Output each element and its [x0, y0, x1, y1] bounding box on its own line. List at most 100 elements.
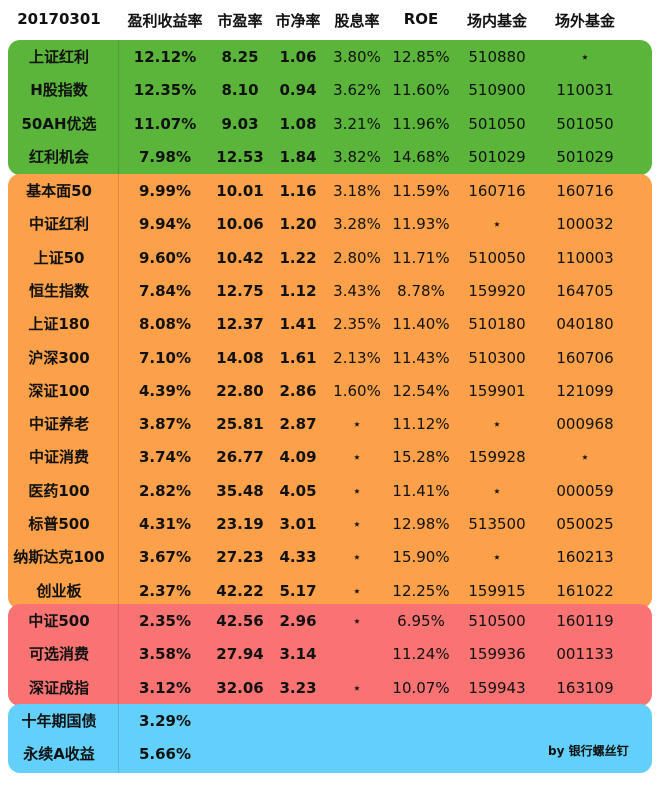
offsite-fund: ⋆: [580, 48, 590, 66]
dividend-value: ⋆: [352, 515, 362, 533]
earnings-yield: 3.29%: [138, 712, 192, 730]
dividend-value: ⋆: [352, 612, 362, 630]
onsite-fund: 159936: [468, 645, 526, 664]
dividend-value: 3.82%: [333, 147, 381, 166]
index-name: 标普500: [28, 515, 90, 533]
col-earnings-yield: 盈利收益率: [127, 12, 203, 30]
dividend-value: 3.28%: [333, 215, 381, 234]
table-row: 创业板 2.37% 42.22 5.17 ⋆ 12.25% 159915 161022: [8, 575, 652, 608]
roe-value: 12.25%: [392, 581, 450, 600]
pe-value: 27.94: [216, 645, 264, 664]
index-name: H股指数: [30, 81, 88, 100]
index-name: 上证50: [33, 248, 85, 267]
earnings-yield: 9.99%: [138, 182, 192, 200]
onsite-fund: 510900: [468, 81, 526, 100]
dividend-value: ⋆: [352, 548, 362, 567]
column-divider: [118, 704, 119, 773]
col-offsite-fund: 场外基金: [554, 12, 616, 30]
table-row: 标普500 4.31% 23.19 3.01 ⋆ 12.98% 513500 050025: [8, 508, 652, 541]
onsite-fund: 159901: [468, 381, 526, 400]
index-name: 深证成指: [28, 678, 90, 697]
pe-value: 42.22: [216, 581, 264, 600]
pe-value: 26.77: [216, 448, 264, 467]
pb-value: 1.22: [279, 248, 317, 267]
onsite-fund: 159920: [468, 281, 526, 300]
roe-value: 12.98%: [392, 515, 450, 533]
pe-value: 9.03: [221, 114, 259, 133]
pb-value: 3.23: [279, 678, 317, 697]
pb-value: 4.09: [279, 448, 317, 467]
dividend-value: 2.80%: [333, 248, 381, 267]
offsite-fund: 161022: [556, 581, 614, 600]
dividend-value: ⋆: [352, 481, 362, 500]
offsite-fund: 163109: [556, 678, 614, 697]
roe-value: 11.40%: [392, 315, 450, 334]
offsite-fund: 110003: [556, 248, 614, 267]
offsite-fund: 160119: [556, 612, 614, 630]
onsite-fund: 510500: [468, 612, 526, 630]
pe-value: 25.81: [216, 415, 264, 434]
group-block-3: 中证500 2.35% 42.56 2.96 ⋆ 6.95% 510500 160119 可选消…: [8, 604, 652, 706]
offsite-fund: 160716: [556, 182, 614, 200]
earnings-yield: 7.98%: [138, 147, 192, 166]
roe-value: 11.43%: [392, 348, 450, 367]
dividend-value: 3.80%: [333, 48, 381, 66]
pe-value: 42.56: [216, 612, 264, 630]
pe-value: 10.01: [216, 182, 264, 200]
roe-value: 8.78%: [397, 281, 445, 300]
pe-value: 35.48: [216, 481, 264, 500]
author-signature: by 银行螺丝钉: [548, 744, 629, 758]
offsite-fund: 040180: [556, 315, 614, 334]
pb-value: 4.05: [279, 481, 317, 500]
onsite-fund: 159928: [468, 448, 526, 467]
earnings-yield: 12.35%: [133, 81, 197, 100]
index-name: 恒生指数: [28, 281, 90, 300]
roe-value: 6.95%: [397, 612, 445, 630]
index-name: 基本面50: [26, 182, 92, 200]
onsite-fund: 501050: [468, 114, 526, 133]
pb-value: 1.16: [279, 182, 317, 200]
earnings-yield: 2.35%: [138, 612, 192, 630]
pb-value: 2.86: [279, 381, 317, 400]
earnings-yield: 3.74%: [138, 448, 192, 467]
group-block-1: 上证红利 12.12% 8.25 1.06 3.80% 12.85% 510880 ⋆ H股指数…: [8, 40, 652, 176]
offsite-fund: 501050: [556, 114, 614, 133]
dividend-value: ⋆: [352, 415, 362, 434]
table-row: 基本面50 9.99% 10.01 1.16 3.18% 11.59% 160716 1607…: [8, 175, 652, 208]
earnings-yield: 7.84%: [138, 281, 192, 300]
offsite-fund: 501029: [556, 147, 614, 166]
pb-value: 1.08: [279, 114, 317, 133]
dividend-value: ⋆: [352, 678, 362, 697]
table-row: 沪深300 7.10% 14.08 1.61 2.13% 11.43% 510300 1607…: [8, 342, 652, 375]
earnings-yield: 9.94%: [138, 215, 192, 234]
offsite-fund: 000968: [556, 415, 614, 434]
table-row: 永续A收益 5.66%: [8, 738, 652, 771]
pb-value: 4.33: [279, 548, 317, 567]
roe-value: 14.68%: [392, 147, 450, 166]
index-name: 中证养老: [28, 415, 90, 434]
pe-value: 12.75: [216, 281, 264, 300]
earnings-yield: 5.66%: [138, 745, 192, 764]
dividend-value: 1.60%: [333, 381, 381, 400]
index-name: 红利机会: [28, 147, 90, 166]
earnings-yield: 8.08%: [138, 315, 192, 334]
earnings-yield: 4.31%: [138, 515, 192, 533]
pb-value: 2.87: [279, 415, 317, 434]
index-name: 上证红利: [28, 48, 90, 66]
table-row: 医药100 2.82% 35.48 4.05 ⋆ 11.41% ⋆ 000059: [8, 475, 652, 508]
onsite-fund: 510880: [468, 48, 526, 66]
earnings-yield: 2.37%: [138, 581, 192, 600]
col-pb: 市净率: [275, 12, 321, 30]
onsite-fund: 159943: [468, 678, 526, 697]
column-divider: [118, 604, 119, 706]
index-name: 50AH优选: [21, 114, 97, 133]
offsite-fund: 110031: [556, 81, 614, 100]
earnings-yield: 4.39%: [138, 381, 192, 400]
table-row: 恒生指数 7.84% 12.75 1.12 3.43% 8.78% 159920 164705: [8, 275, 652, 308]
index-name: 深证100: [28, 381, 90, 400]
onsite-fund: 510300: [468, 348, 526, 367]
pe-value: 12.53: [216, 147, 264, 166]
onsite-fund: ⋆: [492, 548, 502, 567]
earnings-yield: 7.10%: [138, 348, 192, 367]
index-name: 医药100: [28, 481, 90, 500]
